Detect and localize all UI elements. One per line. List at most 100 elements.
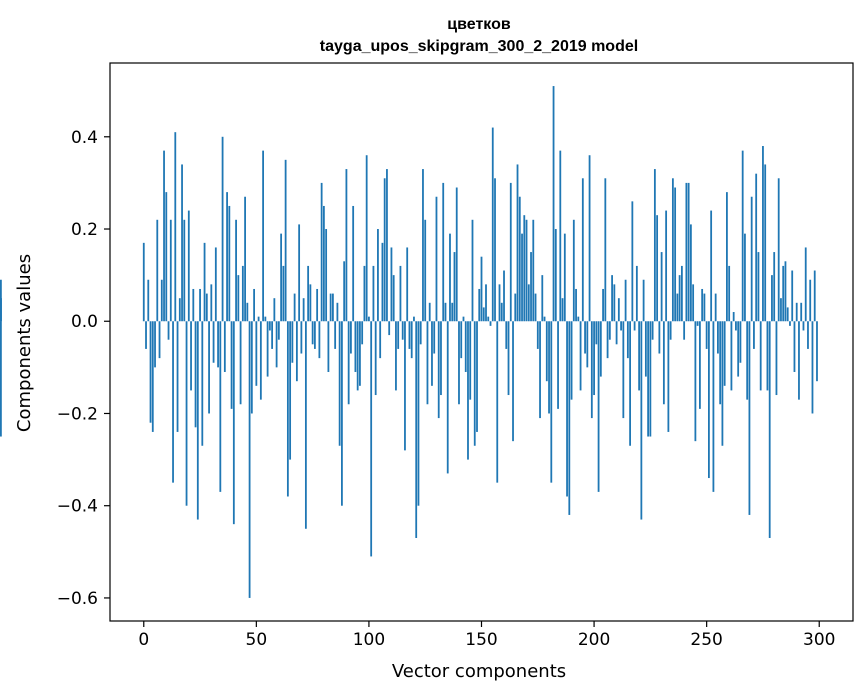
bar — [322, 205, 325, 322]
bar — [271, 321, 274, 349]
bar — [521, 233, 523, 322]
x-axis-label: Vector components — [392, 661, 566, 682]
bar — [381, 242, 384, 322]
y-axis-label: Components values — [14, 254, 35, 432]
bar — [784, 261, 787, 322]
bar — [568, 321, 571, 515]
bar — [599, 321, 602, 377]
bar — [732, 312, 735, 322]
bar — [250, 321, 253, 414]
bar — [244, 196, 246, 322]
bar — [737, 321, 740, 377]
bar — [516, 164, 519, 322]
bar — [181, 164, 183, 322]
bar — [313, 321, 316, 349]
bar — [361, 321, 364, 345]
bar — [791, 270, 794, 322]
bar — [0, 321, 2, 437]
bar — [588, 155, 591, 322]
bar — [370, 321, 373, 557]
bar — [160, 279, 163, 322]
bar — [512, 321, 514, 442]
bar — [699, 321, 701, 409]
bar — [208, 321, 210, 414]
bar — [566, 321, 568, 497]
bar — [570, 321, 573, 400]
bar — [451, 302, 454, 322]
bar — [780, 298, 782, 322]
bar — [746, 321, 749, 400]
bar — [219, 321, 222, 492]
bar — [773, 252, 776, 322]
bar — [203, 242, 206, 322]
bar — [476, 321, 478, 432]
y-tick-label: 0.2 — [71, 220, 98, 240]
bar — [293, 293, 296, 322]
x-tick-label: 200 — [578, 630, 610, 650]
bar — [491, 127, 494, 322]
bar — [415, 321, 418, 538]
bar — [577, 316, 580, 322]
bar — [748, 321, 751, 515]
bar — [658, 321, 661, 354]
bar — [667, 321, 670, 432]
bar — [644, 321, 647, 377]
bar — [410, 321, 413, 359]
bar — [606, 321, 609, 359]
bar — [183, 219, 186, 322]
bar — [759, 321, 762, 391]
bar — [561, 298, 564, 322]
bar — [633, 321, 636, 331]
bar — [259, 321, 262, 400]
bar — [586, 321, 589, 368]
bar — [611, 275, 613, 322]
bar — [503, 270, 505, 322]
bar — [804, 247, 807, 322]
bar — [320, 182, 323, 322]
bar — [404, 321, 406, 451]
bar — [714, 293, 717, 322]
bar — [464, 321, 467, 372]
bar — [399, 265, 402, 322]
bar — [721, 321, 724, 446]
bar — [532, 219, 535, 322]
bar — [602, 288, 604, 322]
bar — [795, 302, 798, 322]
bar — [615, 321, 618, 345]
bar — [651, 321, 654, 340]
bar — [575, 288, 577, 322]
bar — [617, 298, 620, 322]
bar — [653, 169, 656, 322]
bar — [597, 321, 600, 492]
bar — [268, 321, 271, 331]
bar — [232, 321, 235, 525]
bar — [505, 321, 508, 349]
bar — [0, 298, 2, 322]
bar — [194, 321, 197, 428]
bar — [165, 192, 168, 322]
bar — [458, 321, 460, 405]
bar — [368, 316, 370, 322]
bar — [262, 150, 264, 322]
bar — [809, 279, 812, 322]
bar — [656, 215, 659, 322]
bar — [782, 265, 785, 322]
bar — [572, 219, 575, 322]
bar — [145, 321, 147, 349]
bar — [428, 302, 431, 322]
bar — [237, 275, 240, 322]
bar — [579, 321, 582, 391]
bar — [496, 321, 499, 483]
bar — [246, 302, 249, 322]
bar — [302, 298, 305, 322]
bar — [595, 321, 598, 345]
bar — [728, 265, 731, 322]
bar — [377, 229, 379, 322]
x-tick-label: 0 — [138, 630, 149, 650]
x-tick-label: 150 — [465, 630, 497, 650]
bar — [354, 321, 357, 372]
bar — [631, 201, 634, 322]
bar — [525, 219, 528, 322]
bar — [327, 321, 330, 372]
bar — [365, 155, 368, 322]
